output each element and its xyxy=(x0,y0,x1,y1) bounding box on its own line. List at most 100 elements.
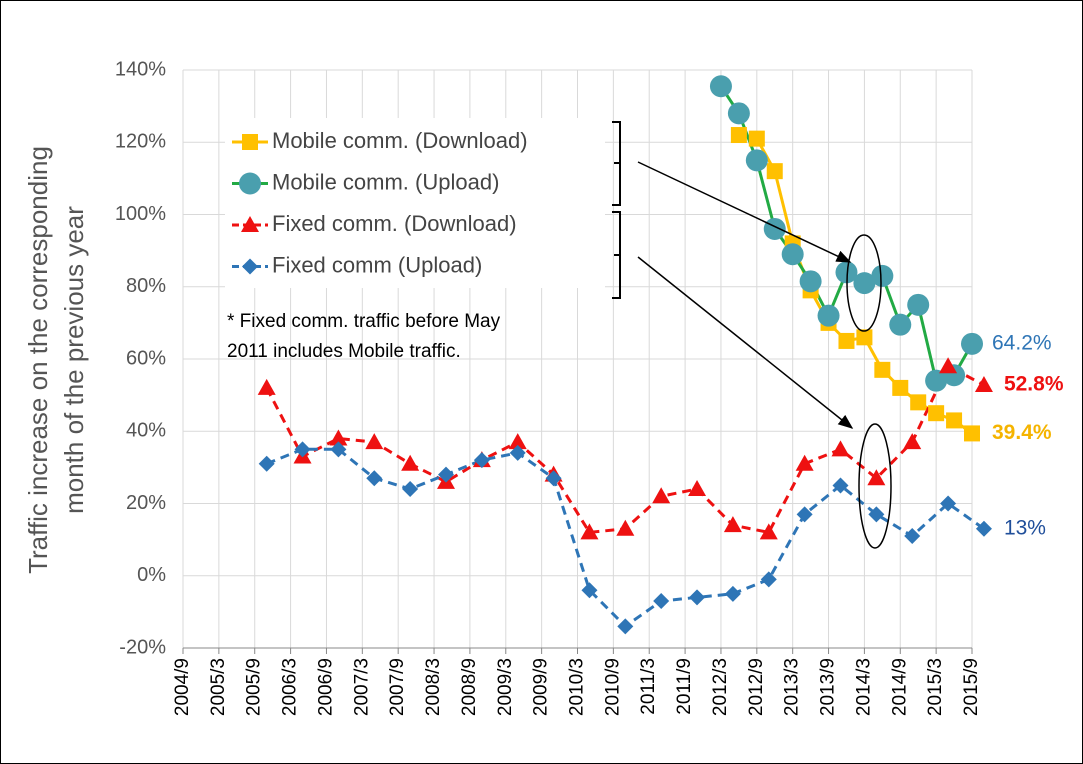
x-tick-label: 2014/9 xyxy=(889,658,910,716)
x-tick-label: 2012/3 xyxy=(710,658,731,716)
point xyxy=(402,481,419,498)
point xyxy=(799,270,822,293)
x-tick-label: 2007/3 xyxy=(351,658,372,716)
point xyxy=(365,433,384,450)
point xyxy=(781,243,804,266)
point xyxy=(961,332,983,355)
point xyxy=(925,369,948,392)
point xyxy=(617,618,634,635)
data-label: 52.8% xyxy=(1004,373,1064,396)
point xyxy=(330,441,347,458)
note: * Fixed comm. traffic before May xyxy=(227,311,501,332)
x-tick-label: 2006/3 xyxy=(280,658,301,716)
point xyxy=(242,134,258,150)
point xyxy=(907,293,930,316)
point xyxy=(294,441,311,458)
point xyxy=(257,378,276,395)
point xyxy=(242,258,258,275)
point xyxy=(580,523,599,540)
x-tick-label: 2008/3 xyxy=(423,658,444,716)
bracket xyxy=(612,121,621,206)
x-tick-label: 2011/3 xyxy=(638,658,659,715)
point xyxy=(724,585,741,602)
y-axis-label: Traffic increase on the corresponding xyxy=(23,146,53,574)
point xyxy=(868,506,885,523)
point xyxy=(940,495,957,512)
point xyxy=(723,516,742,533)
y-axis-label: month of the previous year xyxy=(59,206,89,514)
point xyxy=(796,506,813,523)
arrow xyxy=(637,256,854,429)
legend-label: Mobile comm. (Upload) xyxy=(272,169,499,194)
y-tick-label: 100% xyxy=(115,203,166,225)
point xyxy=(946,412,963,429)
point xyxy=(759,523,778,540)
point xyxy=(709,75,732,98)
point xyxy=(831,440,850,457)
point xyxy=(239,172,261,195)
y-tick-label: 0% xyxy=(137,564,166,586)
data-label: 64.2% xyxy=(992,331,1052,354)
legend-label: Fixed comm. (Download) xyxy=(272,211,517,236)
point xyxy=(964,425,980,442)
point xyxy=(509,444,526,461)
highlight-ellipse xyxy=(846,234,882,332)
point xyxy=(688,480,707,497)
point xyxy=(258,455,275,472)
grid: -20% 0% 20% 40% 60% 80% 100% 120% 140% 2004/9 2005… xyxy=(115,58,982,716)
point xyxy=(545,470,562,487)
point xyxy=(652,487,671,504)
point xyxy=(871,264,894,287)
y-tick-label: 40% xyxy=(126,420,166,442)
point xyxy=(889,313,912,336)
x-tick-label: 2005/3 xyxy=(208,658,229,716)
point xyxy=(939,357,958,374)
point xyxy=(745,149,768,172)
x-tick-label: 2009/9 xyxy=(531,658,552,716)
x-tick-label: 2013/3 xyxy=(782,658,803,716)
point xyxy=(581,582,598,599)
point xyxy=(832,477,849,494)
y-tick-label: 80% xyxy=(126,275,166,297)
y-tick-label: -20% xyxy=(119,636,166,658)
legend-label: Fixed comm (Upload) xyxy=(272,252,482,277)
labels: 39.4% 64.2% 52.8% 13% xyxy=(992,331,1064,539)
x-tick-label: 2006/9 xyxy=(315,658,336,716)
point xyxy=(730,127,747,144)
x-tick-label: 2014/3 xyxy=(853,658,874,716)
legend-bg xyxy=(225,118,605,288)
point xyxy=(974,376,993,393)
point xyxy=(241,216,259,232)
point xyxy=(727,102,750,125)
point xyxy=(766,163,783,180)
point xyxy=(856,329,873,346)
point xyxy=(874,361,891,378)
x-tick-label: 2008/9 xyxy=(459,658,480,716)
point xyxy=(928,405,945,422)
marks xyxy=(257,75,993,635)
bracket xyxy=(612,211,621,299)
point xyxy=(892,379,909,396)
point xyxy=(763,217,786,240)
x-tick-label: 2013/9 xyxy=(818,658,839,716)
point xyxy=(473,452,490,469)
point xyxy=(689,589,706,606)
point xyxy=(975,520,992,537)
point xyxy=(903,433,922,450)
data-label: 39.4% xyxy=(992,421,1052,444)
legend-label: Mobile comm. (Download) xyxy=(272,128,528,153)
y-tick-label: 120% xyxy=(115,131,166,153)
point xyxy=(817,304,840,327)
point xyxy=(795,454,814,471)
point xyxy=(329,429,348,446)
x-tick-label: 2005/9 xyxy=(244,658,265,716)
point xyxy=(904,528,921,545)
x-tick-label: 2007/9 xyxy=(387,658,408,716)
y-tick-label: 60% xyxy=(126,347,166,369)
point xyxy=(760,571,777,588)
arrow xyxy=(637,161,852,263)
point xyxy=(853,272,876,295)
point xyxy=(835,261,858,284)
point xyxy=(508,433,527,450)
